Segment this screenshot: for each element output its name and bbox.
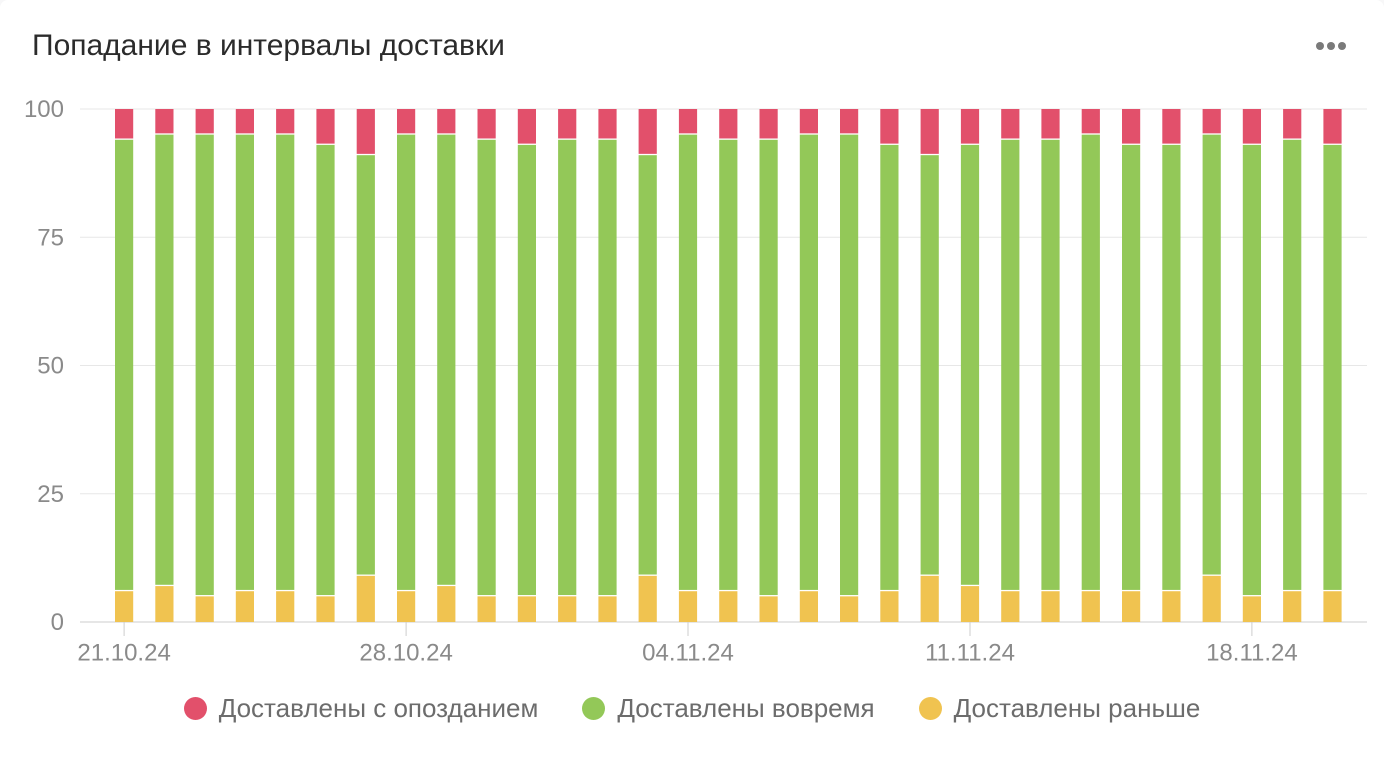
svg-text:21.10.24: 21.10.24	[77, 639, 170, 666]
svg-text:28.10.24: 28.10.24	[359, 639, 452, 666]
svg-text:18.11.24: 18.11.24	[1206, 639, 1298, 666]
svg-text:100: 100	[24, 96, 64, 123]
svg-text:25: 25	[37, 481, 64, 508]
svg-text:11.11.24: 11.11.24	[925, 639, 1015, 666]
svg-text:0: 0	[51, 609, 64, 636]
svg-text:04.11.24: 04.11.24	[642, 639, 734, 666]
svg-text:75: 75	[37, 224, 64, 251]
svg-text:50: 50	[37, 353, 64, 380]
